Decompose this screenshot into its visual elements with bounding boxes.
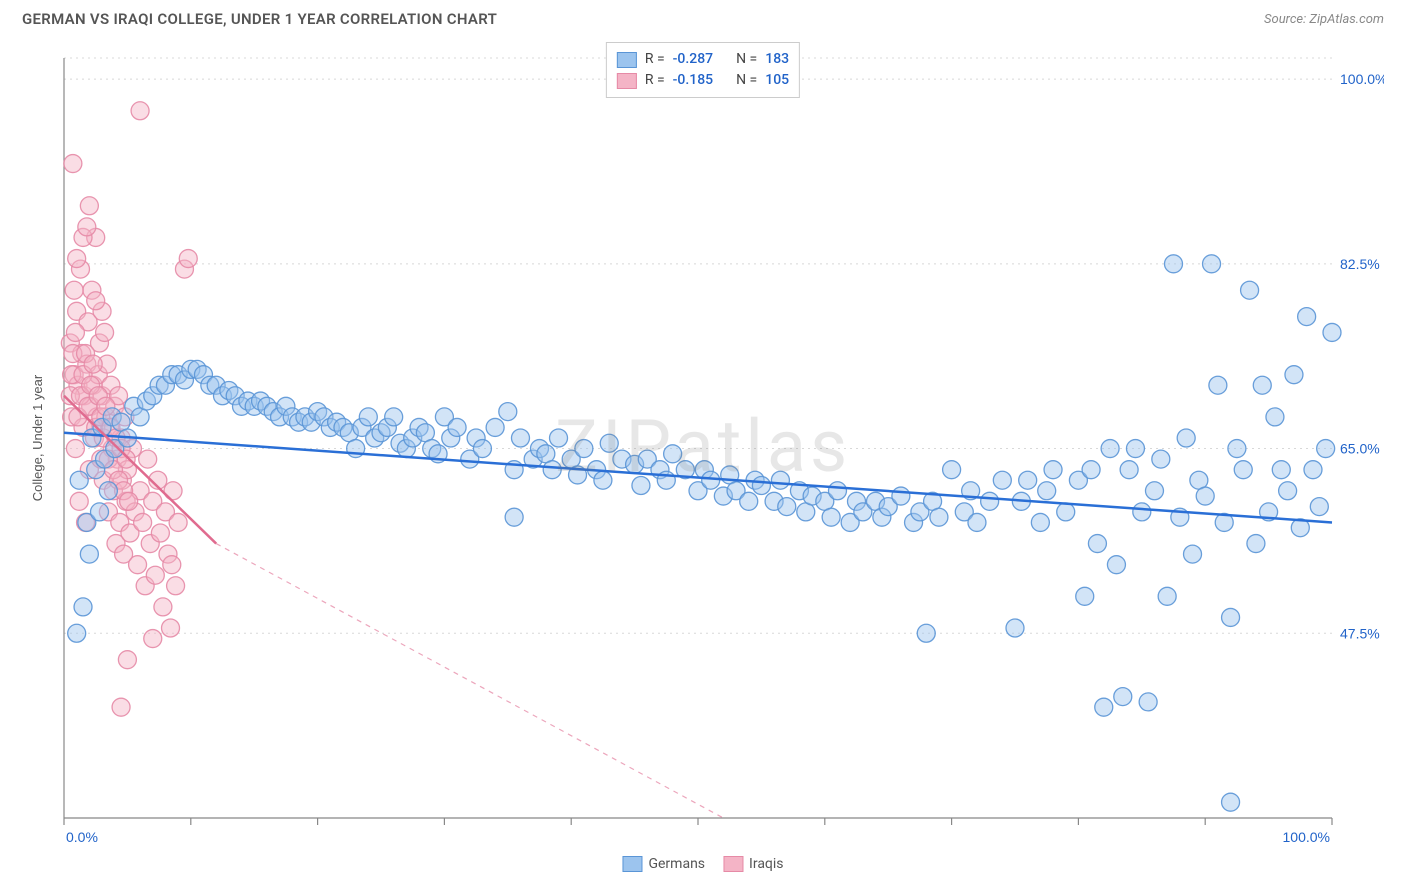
svg-text:0.0%: 0.0% bbox=[66, 829, 98, 845]
series-legend-item: Germans bbox=[622, 856, 705, 872]
legend-r-value: -0.287 bbox=[673, 49, 713, 70]
legend-swatch bbox=[723, 856, 743, 872]
svg-text:100.0%: 100.0% bbox=[1340, 71, 1384, 87]
svg-text:65.0%: 65.0% bbox=[1340, 441, 1380, 457]
chart-title: GERMAN VS IRAQI COLLEGE, UNDER 1 YEAR CO… bbox=[22, 10, 497, 28]
correlation-legend: R = -0.287 N = 183 R = -0.185 N = 105 bbox=[606, 42, 800, 98]
scatter-chart: 47.5% 65.0% 82.5% 100.0% 0.0% 100.0% College, … bbox=[22, 40, 1384, 870]
legend-swatch bbox=[617, 73, 637, 89]
legend-n-label: N = bbox=[736, 49, 757, 70]
series-legend-item: Iraqis bbox=[723, 856, 783, 872]
svg-text:100.0%: 100.0% bbox=[1283, 829, 1330, 845]
legend-n-value: 183 bbox=[765, 49, 789, 70]
source-attribution: Source: ZipAtlas.com bbox=[1264, 12, 1384, 27]
series-legend-label: Iraqis bbox=[749, 856, 783, 872]
legend-row: R = -0.185 N = 105 bbox=[617, 70, 789, 91]
svg-text:82.5%: 82.5% bbox=[1340, 256, 1380, 272]
series-legend-label: Germans bbox=[648, 856, 705, 872]
svg-text:47.5%: 47.5% bbox=[1340, 625, 1380, 641]
legend-n-value: 105 bbox=[765, 70, 789, 91]
series-legend: Germans Iraqis bbox=[622, 856, 783, 872]
legend-r-label: R = bbox=[645, 70, 665, 91]
chart-header: GERMAN VS IRAQI COLLEGE, UNDER 1 YEAR CO… bbox=[0, 0, 1406, 36]
legend-n-label: N = bbox=[736, 70, 757, 91]
legend-r-label: R = bbox=[645, 49, 665, 70]
legend-r-value: -0.185 bbox=[673, 70, 713, 91]
svg-text:College, Under 1 year: College, Under 1 year bbox=[30, 374, 45, 501]
legend-row: R = -0.287 N = 183 bbox=[617, 49, 789, 70]
legend-swatch bbox=[617, 52, 637, 68]
chart-area: 47.5% 65.0% 82.5% 100.0% 0.0% 100.0% College, … bbox=[22, 40, 1384, 870]
legend-swatch bbox=[622, 856, 642, 872]
